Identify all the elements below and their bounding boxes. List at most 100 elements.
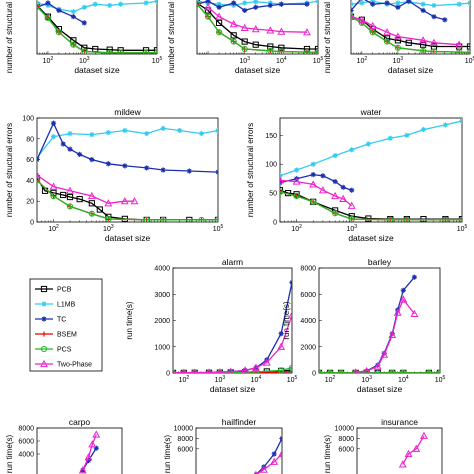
- data-point: [88, 210, 95, 217]
- y-tick-label: 60: [26, 157, 34, 164]
- data-point: [337, 369, 345, 373]
- data-point: [105, 129, 111, 136]
- y-tick-label: 100: [22, 116, 34, 123]
- data-point: [117, 49, 124, 54]
- x-tick-label: 105: [313, 56, 324, 65]
- x-tick-label: 102: [179, 375, 190, 384]
- plot-area: [318, 267, 441, 374]
- data-point: [50, 192, 57, 200]
- x-tick-label: 102: [357, 56, 368, 65]
- data-point: [349, 147, 355, 153]
- x-tick-label: 102: [325, 375, 336, 384]
- chart-title: mildew: [114, 107, 141, 117]
- data-point: [89, 157, 95, 163]
- data-point: [351, 12, 355, 20]
- data-point: [70, 14, 76, 20]
- data-point: [205, 0, 211, 4]
- legend: PCB L1MB TC BSEM PCS Two-Phase: [29, 278, 103, 372]
- data-point: [160, 216, 167, 222]
- series-line: [173, 315, 292, 373]
- data-point: [56, 7, 62, 14]
- data-point: [37, 177, 40, 183]
- data-point: [420, 126, 427, 133]
- data-point: [400, 369, 407, 373]
- data-point: [55, 29, 62, 36]
- data-point: [363, 366, 371, 373]
- data-point: [419, 41, 427, 48]
- data-point: [160, 167, 166, 173]
- data-point: [93, 445, 99, 451]
- data-point: [142, 49, 150, 54]
- legend-label: L1MB: [57, 302, 76, 309]
- data-point: [456, 1, 462, 7]
- x-tick-label: 102: [291, 224, 302, 233]
- y-tick-label: 8000: [300, 266, 316, 273]
- data-point: [278, 1, 284, 7]
- y-axis-label: number of structural errors: [246, 123, 255, 217]
- data-point: [431, 2, 437, 9]
- data-point: [331, 191, 340, 200]
- data-point: [293, 167, 300, 173]
- series-line: [37, 6, 157, 54]
- data-point: [89, 132, 95, 138]
- data-point: [349, 187, 355, 193]
- chart-panel: 103 104 105 dataset size number of structura…: [167, 0, 324, 75]
- data-point: [394, 44, 402, 51]
- x-tick-label: 104: [276, 56, 287, 65]
- data-point: [50, 134, 57, 140]
- legend-label: PCB: [57, 287, 72, 294]
- x-axis-label: dataset size: [74, 65, 120, 75]
- data-point: [405, 39, 412, 46]
- data-point: [332, 178, 338, 185]
- data-point: [227, 367, 234, 373]
- data-point: [197, 1, 201, 8]
- x-tick-label: 103: [393, 56, 404, 65]
- data-point: [41, 316, 47, 322]
- x-tick-label: 103: [103, 224, 114, 233]
- data-point: [419, 47, 427, 54]
- chart-title: carpo: [69, 417, 91, 427]
- data-point: [277, 27, 286, 35]
- data-point: [143, 0, 149, 6]
- data-point: [278, 48, 285, 54]
- data-point: [204, 13, 212, 20]
- data-point: [252, 41, 259, 48]
- y-tick-label: 20: [26, 199, 34, 206]
- x-tick-label: 103: [361, 375, 372, 384]
- y-tick-label: 4000: [300, 318, 316, 325]
- series-group: [37, 0, 157, 54]
- data-point: [85, 457, 92, 464]
- y-tick-label: 40: [26, 178, 34, 185]
- data-point: [173, 368, 176, 373]
- data-point: [107, 2, 113, 9]
- data-point: [310, 161, 316, 167]
- series-line: [280, 191, 462, 221]
- data-point: [130, 197, 139, 205]
- data-point: [388, 330, 397, 339]
- data-point: [383, 38, 391, 45]
- data-point: [278, 449, 282, 458]
- data-point: [49, 182, 58, 190]
- data-point: [241, 38, 248, 45]
- data-point: [144, 131, 150, 137]
- data-point: [229, 19, 238, 28]
- y-axis-label: number of structural errors: [5, 123, 14, 217]
- series-group: [173, 279, 292, 373]
- data-point: [181, 368, 187, 373]
- data-point: [92, 1, 98, 7]
- plot-area: [279, 117, 463, 223]
- data-point: [419, 36, 428, 44]
- data-point: [67, 146, 73, 152]
- data-point: [279, 435, 282, 441]
- data-point: [380, 350, 389, 358]
- chart-title: insurance: [381, 417, 418, 427]
- data-point: [289, 279, 292, 286]
- data-point: [215, 19, 223, 26]
- data-point: [394, 37, 402, 44]
- x-axis-label: dataset size: [105, 233, 151, 243]
- series-line: [255, 438, 282, 474]
- data-point: [431, 14, 437, 20]
- data-point: [88, 440, 97, 448]
- x-tick-label: 103: [215, 375, 226, 384]
- data-point: [215, 29, 223, 36]
